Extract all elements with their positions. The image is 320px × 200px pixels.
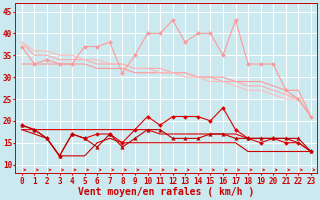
- X-axis label: Vent moyen/en rafales ( km/h ): Vent moyen/en rafales ( km/h ): [78, 187, 254, 197]
